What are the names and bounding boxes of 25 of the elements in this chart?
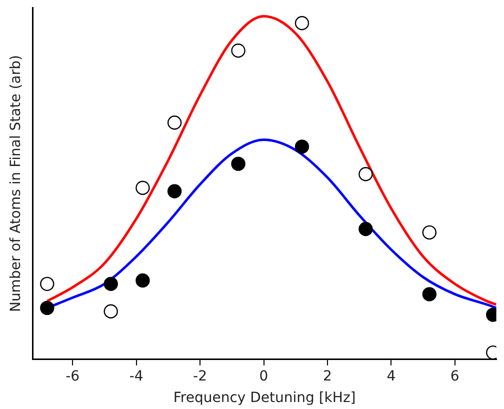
point — [294, 140, 310, 154]
x-tick-label: 6 — [450, 368, 460, 384]
x-tick-label: -4 — [129, 368, 144, 384]
point — [40, 276, 54, 292]
point — [104, 304, 118, 318]
y-axis-title: Number of Atoms in Final State (arb) — [8, 55, 24, 312]
x-tick-label: -6 — [66, 368, 80, 384]
x-tick-label: 4 — [386, 368, 396, 384]
x-axis-title: Frequency Detuning [kHz] — [173, 390, 356, 406]
point — [231, 156, 246, 171]
x-tick-label: -2 — [193, 368, 208, 384]
point — [422, 287, 437, 302]
point — [167, 116, 182, 130]
point — [104, 276, 118, 292]
point — [167, 184, 182, 198]
x-tick-label: 0 — [259, 368, 268, 384]
x-tick-label: 2 — [323, 368, 332, 384]
point — [422, 225, 437, 240]
point — [40, 300, 54, 316]
point — [294, 16, 310, 30]
point — [231, 43, 246, 58]
point — [136, 273, 150, 288]
point — [358, 222, 373, 236]
point — [136, 180, 150, 195]
point — [358, 167, 373, 182]
